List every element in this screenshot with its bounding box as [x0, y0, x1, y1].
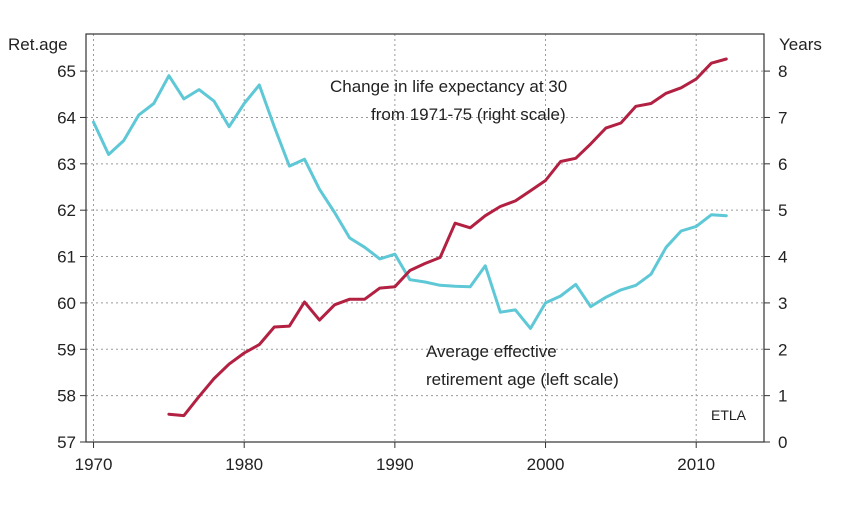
- left-tick-label: 60: [57, 294, 76, 313]
- right-tick-label: 4: [778, 248, 787, 267]
- life-expectancy-annotation-line1: Change in life expectancy at 30: [330, 77, 567, 96]
- retirement-age-annotation-line1: Average effective: [426, 342, 557, 361]
- left-tick-label: 61: [57, 248, 76, 267]
- right-tick-label: 3: [778, 294, 787, 313]
- x-tick-label: 1970: [75, 455, 113, 474]
- right-tick-label: 6: [778, 155, 787, 174]
- retirement-age-series-line: [92, 74, 728, 330]
- right-tick-label: 2: [778, 340, 787, 359]
- life-expectancy-annotation-line2: from 1971-75 (right scale): [371, 105, 566, 124]
- left-tick-label: 59: [57, 340, 76, 359]
- retirement-age-annotation-line2: retirement age (left scale): [426, 370, 619, 389]
- right-tick-label: 1: [778, 387, 787, 406]
- source-label: ETLA: [711, 407, 747, 423]
- plot-frame: [85, 33, 765, 443]
- left-axis-title: Ret.age: [8, 35, 68, 54]
- right-tick-label: 0: [778, 433, 787, 452]
- x-tick-label: 1980: [225, 455, 263, 474]
- right-axis-title: Years: [779, 35, 822, 54]
- series: [92, 57, 728, 418]
- right-tick-label: 8: [778, 62, 787, 81]
- left-tick-label: 62: [57, 201, 76, 220]
- ticks: 1970 1980 1990 2000 201057585960616263646501…: [57, 62, 787, 474]
- left-tick-label: 65: [57, 62, 76, 81]
- left-tick-label: 63: [57, 155, 76, 174]
- x-tick-label: 2010: [677, 455, 715, 474]
- left-tick-label: 64: [57, 108, 76, 127]
- left-tick-label: 58: [57, 387, 76, 406]
- left-tick-label: 57: [57, 433, 76, 452]
- right-tick-label: 7: [778, 108, 787, 127]
- x-tick-label: 2000: [527, 455, 565, 474]
- x-tick-label: 1990: [376, 455, 414, 474]
- right-tick-label: 5: [778, 201, 787, 220]
- life-expectancy-series-line: [167, 57, 728, 418]
